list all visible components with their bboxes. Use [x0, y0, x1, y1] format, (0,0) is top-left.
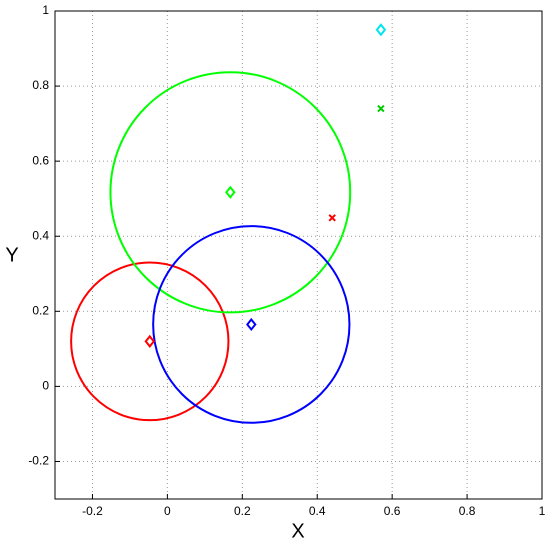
x-tick-label: 1	[539, 504, 546, 518]
plot-frame	[54, 10, 543, 500]
circle	[109, 71, 352, 314]
x-tick-label: 0	[164, 504, 171, 518]
y-tick-label: 0.6	[32, 153, 49, 167]
y-tick-label: 1	[42, 3, 49, 17]
point	[375, 23, 387, 37]
x-tick-label: 0.8	[459, 504, 476, 518]
point	[377, 104, 385, 113]
point	[328, 214, 336, 222]
point	[144, 334, 156, 348]
x-axis-label: X	[291, 520, 304, 542]
y-tick-label: 0.4	[32, 228, 49, 242]
circle	[70, 261, 230, 422]
x-tick-label: -0.2	[82, 504, 103, 518]
y-tick-label: 0	[42, 379, 49, 393]
y-axis-label: Y	[5, 244, 18, 266]
y-tick-label: 0.8	[32, 78, 49, 92]
circle	[152, 225, 351, 424]
y-tick-label: -0.2	[28, 454, 49, 468]
x-tick-label: 0.4	[309, 504, 326, 518]
point	[225, 185, 236, 199]
y-tick-label: 0.2	[32, 303, 49, 317]
x-tick-label: 0.6	[384, 504, 401, 518]
x-tick-label: 0.2	[234, 504, 251, 518]
point	[246, 317, 257, 332]
